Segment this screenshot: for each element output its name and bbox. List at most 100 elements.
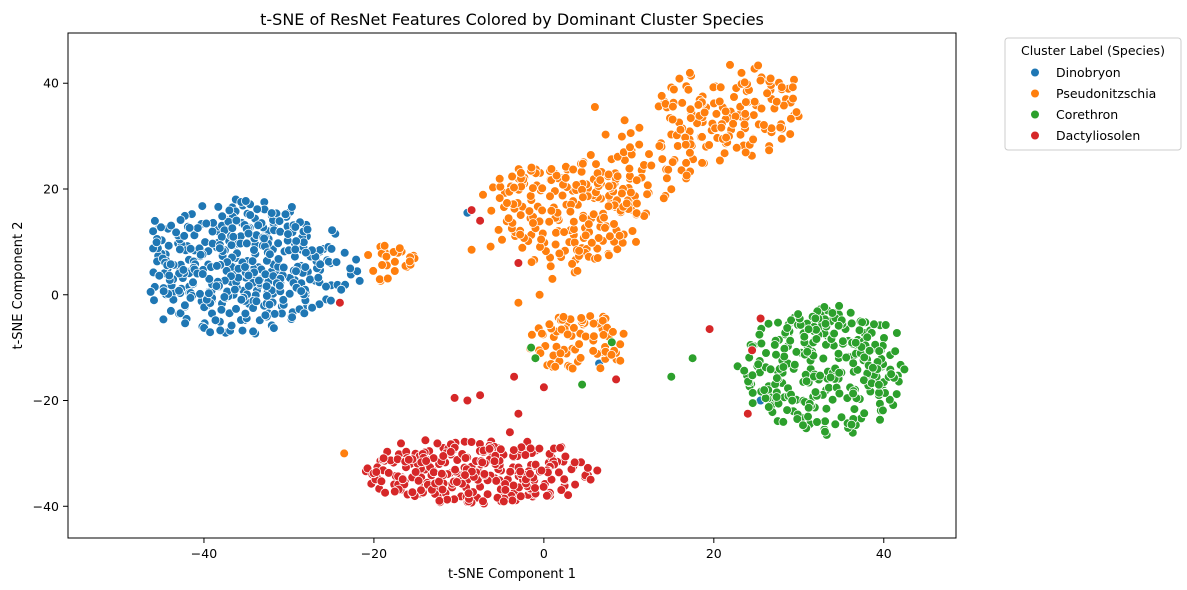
data-point-dinobryon [165, 259, 176, 270]
data-point-pseudonitzschia [681, 170, 692, 181]
data-point-dinobryon [154, 270, 165, 281]
data-point-dactyliosolen [538, 482, 549, 492]
data-point-pseudonitzschia [389, 266, 400, 276]
data-point-dinobryon [259, 233, 269, 244]
data-point-corethron [874, 387, 884, 398]
data-point-pseudonitzschia [719, 148, 730, 159]
data-point-dinobryon [204, 274, 215, 284]
data-point-corethron [820, 426, 830, 437]
data-point-dinobryon [148, 226, 158, 237]
data-point-dactyliosolen [491, 476, 502, 486]
data-point-pseudonitzschia [729, 92, 739, 102]
data-point-pseudonitzschia [731, 143, 742, 153]
data-point-corethron [849, 404, 860, 414]
data-point-corethron [759, 385, 769, 395]
data-point-pseudonitzschia [625, 142, 635, 153]
data-point-pseudonitzschia [711, 109, 722, 119]
y-tick-label: 40 [43, 76, 59, 91]
data-point-dinobryon [290, 244, 301, 255]
data-point-corethron [845, 307, 856, 318]
data-point-corethron [846, 419, 857, 430]
data-point-dactyliosolen [611, 374, 621, 385]
data-point-pseudonitzschia [685, 148, 695, 158]
data-point-pseudonitzschia [753, 60, 763, 71]
data-point-pseudonitzschia [615, 355, 626, 366]
data-point-dinobryon [217, 211, 228, 222]
data-point-pseudonitzschia [546, 164, 557, 174]
data-point-corethron [829, 328, 839, 339]
data-point-pseudonitzschia [600, 223, 610, 233]
data-point-pseudonitzschia [748, 134, 758, 145]
legend-label-pseudonitzschia: Pseudonitzschia [1056, 86, 1156, 101]
data-point-dinobryon [296, 286, 307, 296]
data-point-pseudonitzschia [526, 162, 537, 173]
data-point-dinobryon [243, 228, 254, 239]
data-point-pseudonitzschia [560, 173, 571, 183]
data-point-pseudonitzschia [739, 77, 750, 88]
data-point-dinobryon [280, 209, 291, 220]
data-point-pseudonitzschia [567, 259, 577, 269]
data-point-dinobryon [274, 216, 285, 226]
data-point-corethron [787, 395, 797, 406]
data-point-corethron [892, 328, 902, 338]
data-point-corethron [778, 417, 789, 427]
data-point-dinobryon [273, 238, 283, 249]
data-point-pseudonitzschia [568, 164, 578, 175]
data-point-dinobryon [145, 287, 156, 297]
data-point-pseudonitzschia [588, 346, 598, 356]
data-point-pseudonitzschia [720, 106, 731, 117]
data-point-pseudonitzschia [604, 250, 614, 261]
data-point-pseudonitzschia [775, 122, 785, 133]
data-point-dactyliosolen [536, 465, 547, 476]
data-point-pseudonitzschia [580, 230, 591, 241]
data-point-corethron [859, 352, 870, 363]
data-point-corethron [821, 403, 832, 414]
data-point-pseudonitzschia [565, 206, 576, 217]
data-point-dinobryon [283, 229, 293, 239]
data-point-pseudonitzschia [551, 228, 561, 238]
data-point-dactyliosolen [520, 450, 531, 460]
data-point-pseudonitzschia [404, 256, 415, 267]
data-point-dactyliosolen [704, 324, 715, 334]
data-point-pseudonitzschia [569, 323, 579, 333]
data-point-corethron [857, 317, 867, 328]
data-point-corethron [687, 353, 698, 364]
data-point-dactyliosolen [495, 444, 506, 455]
data-point-dinobryon [265, 249, 275, 260]
data-point-pseudonitzschia [545, 261, 556, 272]
data-point-dinobryon [228, 232, 239, 242]
data-point-pseudonitzschia [586, 238, 597, 248]
data-point-dinobryon [174, 285, 184, 296]
data-point-pseudonitzschia [558, 312, 569, 322]
data-point-pseudonitzschia [528, 218, 538, 228]
data-point-pseudonitzschia [657, 154, 668, 164]
data-point-dactyliosolen [509, 371, 519, 382]
data-point-pseudonitzschia [654, 141, 665, 151]
data-point-dinobryon [197, 201, 208, 211]
data-point-pseudonitzschia [502, 198, 512, 208]
legend: Cluster Label (Species) Dinobryon Pseudon… [1004, 37, 1182, 151]
data-point-pseudonitzschia [527, 329, 537, 340]
data-point-dactyliosolen [592, 465, 603, 476]
data-point-pseudonitzschia [550, 239, 561, 250]
data-point-corethron [833, 320, 844, 331]
data-point-dactyliosolen [507, 495, 518, 506]
data-point-pseudonitzschia [547, 274, 558, 284]
data-point-dinobryon [197, 269, 208, 279]
data-point-dactyliosolen [466, 437, 477, 447]
data-point-pseudonitzschia [493, 225, 504, 235]
data-point-dinobryon [291, 236, 302, 246]
data-point-pseudonitzschia [667, 114, 678, 125]
data-point-dinobryon [278, 262, 289, 273]
data-point-pseudonitzschia [662, 173, 672, 184]
data-point-pseudonitzschia [485, 241, 496, 252]
data-point-pseudonitzschia [555, 348, 566, 359]
data-point-dinobryon [205, 327, 215, 338]
data-point-dinobryon [264, 299, 275, 310]
data-point-dinobryon [175, 308, 186, 319]
data-point-corethron [862, 332, 872, 343]
data-point-pseudonitzschia [568, 216, 579, 227]
data-point-pseudonitzschia [576, 167, 587, 177]
x-tick-label: −20 [361, 546, 387, 561]
data-point-dactyliosolen [515, 466, 525, 477]
